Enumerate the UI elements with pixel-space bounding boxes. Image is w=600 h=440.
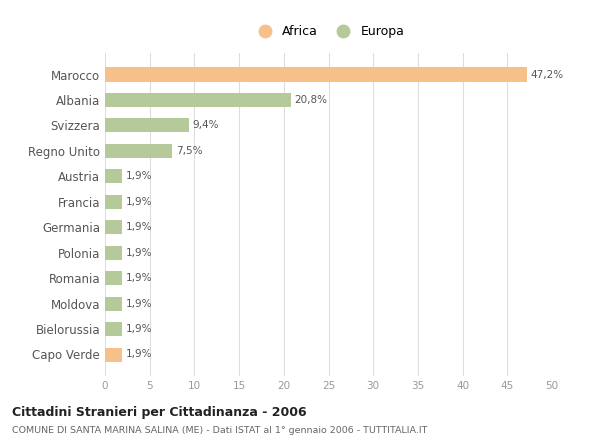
Bar — [105, 271, 122, 285]
Text: 1,9%: 1,9% — [125, 324, 152, 334]
Legend: Africa, Europa: Africa, Europa — [247, 20, 410, 43]
Text: 1,9%: 1,9% — [125, 222, 152, 232]
Bar — [105, 118, 189, 132]
Bar — [105, 297, 122, 311]
Text: 1,9%: 1,9% — [125, 197, 152, 207]
Bar — [105, 220, 122, 234]
Bar — [105, 322, 122, 336]
Bar — [105, 246, 122, 260]
Text: 1,9%: 1,9% — [125, 171, 152, 181]
Bar — [105, 169, 122, 183]
Bar — [105, 144, 172, 158]
Bar — [105, 195, 122, 209]
Text: 1,9%: 1,9% — [125, 299, 152, 308]
Bar — [105, 348, 122, 362]
Text: 20,8%: 20,8% — [295, 95, 328, 105]
Text: 1,9%: 1,9% — [125, 349, 152, 359]
Text: 1,9%: 1,9% — [125, 248, 152, 258]
Bar — [105, 93, 291, 107]
Text: 1,9%: 1,9% — [125, 273, 152, 283]
Text: Cittadini Stranieri per Cittadinanza - 2006: Cittadini Stranieri per Cittadinanza - 2… — [12, 406, 307, 419]
Text: 47,2%: 47,2% — [530, 70, 563, 80]
Bar — [105, 67, 527, 81]
Text: 9,4%: 9,4% — [193, 121, 219, 130]
Text: 7,5%: 7,5% — [176, 146, 202, 156]
Text: COMUNE DI SANTA MARINA SALINA (ME) - Dati ISTAT al 1° gennaio 2006 - TUTTITALIA.: COMUNE DI SANTA MARINA SALINA (ME) - Dat… — [12, 426, 427, 436]
